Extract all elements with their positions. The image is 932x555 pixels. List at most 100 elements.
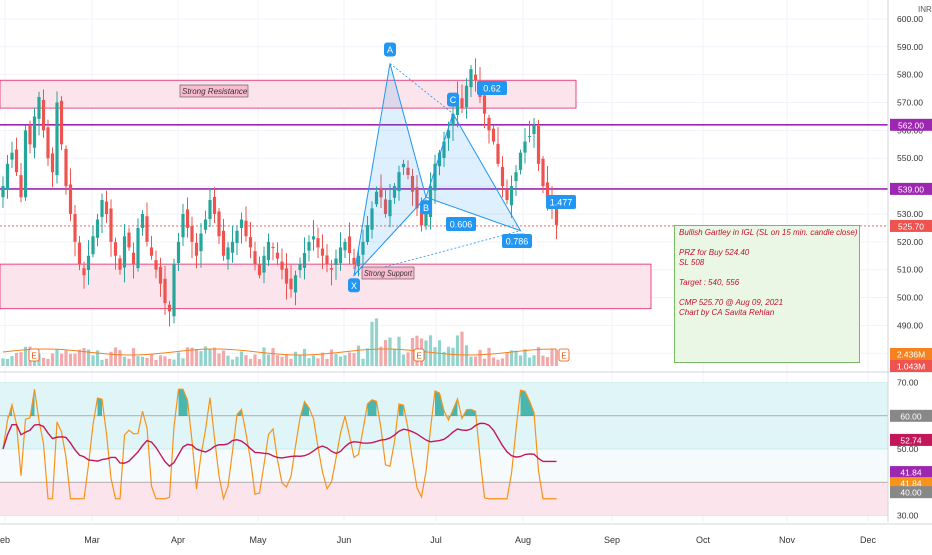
- candle-body: [275, 252, 280, 259]
- harmonic-point-marker: [348, 278, 360, 293]
- volume-bar: [545, 357, 550, 366]
- candle-body: [253, 251, 257, 265]
- volume-bar: [536, 347, 541, 366]
- candle-body: [302, 252, 307, 268]
- price-tick-label: 530.00: [897, 209, 923, 219]
- candle-body: [383, 199, 388, 214]
- candle-body: [347, 236, 352, 253]
- price-badge-label: 525.70: [898, 221, 924, 231]
- candle-body: [325, 255, 329, 265]
- volume-bar: [185, 347, 190, 366]
- volume-bar: [442, 351, 446, 366]
- volume-bar: [316, 358, 320, 366]
- volume-bar: [388, 337, 392, 366]
- rsi-line: [2, 388, 557, 502]
- volume-bar: [19, 352, 23, 366]
- rsi-badge-label: 52.74: [900, 435, 922, 445]
- volume-bar: [127, 358, 131, 366]
- volume-bar: [482, 358, 487, 366]
- volume-bar: [365, 348, 370, 366]
- volume-bar: [203, 346, 208, 366]
- price-tick-label: 570.00: [897, 98, 923, 108]
- volume-bar: [509, 350, 514, 366]
- candle-body: [28, 125, 32, 145]
- candle-body: [365, 225, 370, 242]
- candle-body: [527, 135, 532, 137]
- rsi-ma-line: [2, 422, 557, 468]
- candle-body: [541, 158, 545, 187]
- price-tick-label: 490.00: [897, 320, 923, 330]
- volume-bar: [266, 354, 271, 366]
- candle-body: [217, 211, 221, 237]
- rsi-overbought-fill: [466, 409, 471, 416]
- volume-bar: [122, 356, 127, 366]
- month-tick-label: Aug: [515, 535, 531, 545]
- rsi-overbought-fill: [304, 401, 309, 416]
- volume-bar: [478, 349, 482, 366]
- candle-body: [122, 236, 127, 268]
- month-tick-label: Apr: [171, 535, 185, 545]
- candle-body: [464, 85, 469, 108]
- volume-bar: [113, 347, 118, 366]
- candle-body: [100, 200, 104, 217]
- volume-bar: [109, 351, 113, 366]
- volume-bar: [235, 356, 239, 366]
- candle-body: [244, 220, 248, 237]
- volume-bar: [307, 358, 311, 366]
- candle-body: [545, 182, 550, 198]
- volume-bar: [154, 359, 158, 366]
- candle-body: [14, 149, 19, 173]
- volume-bar: [55, 349, 59, 366]
- volume-bar: [257, 359, 262, 366]
- earnings-marker-label: E: [31, 352, 36, 361]
- month-tick-label: May: [249, 535, 267, 545]
- volume-bar: [496, 359, 500, 366]
- volume-bar: [226, 355, 230, 366]
- rsi-lower-band: [0, 482, 888, 516]
- candle-body: [19, 175, 23, 198]
- candle-body: [379, 187, 383, 198]
- volume-bar: [329, 349, 334, 366]
- candle-body: [199, 233, 203, 252]
- note-title: Bullish Gartley in IGL (SL on 15 min. ca…: [679, 228, 858, 237]
- volume-bar: [253, 354, 257, 366]
- volume-bar: [86, 349, 91, 366]
- candle-body: [518, 152, 523, 170]
- rsi-overbought-fill: [183, 389, 188, 416]
- candle-body: [113, 242, 118, 256]
- candle-body: [185, 209, 190, 228]
- volume-bar: [208, 349, 212, 366]
- volume-bar: [262, 347, 266, 366]
- volume-bar: [14, 353, 19, 366]
- volume-bar: [163, 356, 167, 366]
- candle-body: [289, 278, 293, 290]
- candle-body: [554, 207, 559, 226]
- candle-body: [442, 141, 446, 158]
- candle-body: [401, 163, 406, 168]
- volume-bar: [455, 335, 460, 366]
- volume-bar: [379, 346, 383, 366]
- candle-body: [23, 130, 28, 198]
- candle-body: [487, 117, 491, 131]
- harmonic-ratio-label: 1.477: [550, 198, 573, 208]
- price-badge-label: 562.00: [898, 120, 924, 130]
- volume-bar: [514, 350, 518, 366]
- volume-bar: [212, 347, 217, 366]
- volume-bar: [410, 338, 415, 366]
- volume-bar: [104, 358, 109, 366]
- candle-body: [410, 175, 415, 192]
- harmonic-ratio-line: [353, 196, 427, 276]
- volume-bar: [374, 318, 379, 366]
- harmonic-point-marker: [447, 92, 459, 107]
- price-badge-label: 539.00: [898, 184, 924, 194]
- volume-bar: [361, 358, 365, 366]
- candle-body: [167, 304, 172, 312]
- harmonic-point-label: A: [387, 45, 393, 55]
- support-zone: [0, 263, 652, 310]
- volume-bar: [424, 340, 428, 366]
- volume-bar: [541, 355, 545, 366]
- volume-bar: [325, 358, 329, 366]
- volume-bar: [446, 346, 451, 366]
- rsi-overbought-fill: [372, 399, 377, 416]
